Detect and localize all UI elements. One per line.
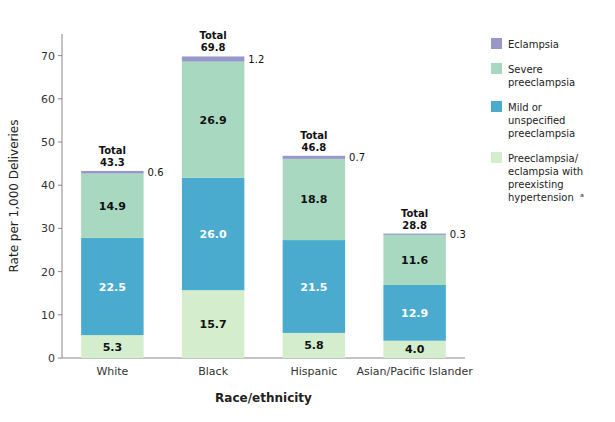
bar-segment [182, 290, 244, 358]
data-label: 4.0 [405, 343, 425, 356]
data-label: 0.7 [349, 152, 365, 163]
bars [81, 56, 446, 358]
bar-segment [283, 333, 345, 358]
data-label: 5.8 [304, 339, 324, 352]
bar-segment [182, 178, 244, 290]
y-axis: 0 10 20 30 40 50 60 70 [41, 34, 62, 365]
y-tick-label: 20 [41, 266, 55, 279]
total-label: Total69.8 [199, 30, 226, 53]
legend-label: Severe preeclampsia [508, 64, 575, 88]
legend-label-line: Eclampsia [508, 39, 559, 50]
data-label: 15.7 [200, 318, 227, 331]
bar-segment [283, 240, 345, 333]
data-label: 11.6 [401, 254, 428, 267]
data-label: 0.3 [450, 229, 466, 240]
y-tick [58, 228, 62, 229]
data-label: 5.3 [103, 341, 123, 354]
data-label: 18.8 [300, 193, 327, 206]
total-label: Total46.8 [300, 130, 327, 153]
legend-label-line: Severe [508, 64, 543, 75]
x-tick-label: Black [198, 365, 228, 378]
y-tick [58, 314, 62, 315]
data-label: 0.6 [148, 167, 164, 178]
legend-label: Mild or unspecified preeclampsia [508, 102, 575, 139]
bar-segment [81, 335, 143, 358]
total-word: Total [401, 208, 428, 219]
total-value: 43.3 [100, 157, 125, 168]
legend-label: Eclampsia [508, 39, 559, 50]
y-tick [58, 55, 62, 56]
legend-swatch [491, 152, 502, 163]
data-labels: 5.3 22.5 14.9 0.6 15.7 26.0 26.9 1.2 5.8 21.5 18.8… [99, 54, 466, 356]
total-label: Total43.3 [99, 145, 126, 168]
bar-segment [182, 56, 244, 61]
legend-swatch [491, 38, 502, 49]
y-tick [58, 185, 62, 186]
y-tick-label: 70 [41, 50, 55, 63]
data-label: 26.0 [200, 228, 227, 241]
data-label: 26.9 [200, 114, 227, 127]
total-value: 46.8 [302, 142, 327, 153]
legend-label-line: preeclampsia [508, 128, 575, 139]
chart: 0 10 20 30 40 50 60 70 Rate per 1,000 Deliveries… [0, 0, 615, 422]
bar-segment [81, 238, 143, 335]
y-tick-label: 0 [48, 352, 55, 365]
x-tick-label: Hispanic [290, 365, 337, 378]
legend-label-line: Mild or [508, 102, 543, 113]
total-word: Total [199, 30, 226, 41]
y-tick-label: 60 [41, 93, 55, 106]
data-label: 1.2 [248, 54, 264, 65]
bar-segment [383, 341, 445, 358]
bar-segment [383, 234, 445, 235]
total-word: Total [99, 145, 126, 156]
y-tick-label: 10 [41, 309, 55, 322]
data-label: 14.9 [99, 200, 126, 213]
y-axis-label: Rate per 1,000 Deliveries [7, 120, 21, 273]
bar-segment [383, 235, 445, 285]
y-tick [58, 358, 62, 359]
bar-segment [283, 156, 345, 159]
y-axis-line [62, 34, 63, 358]
legend-label-line: Preeclampsia/ [508, 153, 579, 164]
x-axis: White Black Hispanic Asian/Pacific Islander [62, 358, 473, 378]
legend-label: Preeclampsia/eclampsia with preexisting hy… [508, 153, 584, 203]
data-label: 21.5 [300, 281, 327, 294]
legend-label-line: preexisting [508, 179, 564, 190]
legend-swatch [491, 63, 502, 74]
x-axis-label: Race/ethnicity [215, 391, 312, 405]
totals: Total43.3Total69.8Total46.8Total28.8 [99, 30, 429, 230]
legend: Eclampsia Severe preeclampsia Mild or unspec… [491, 38, 584, 203]
total-value: 28.8 [402, 220, 427, 231]
legend-label-line: hypertension ᵃ [508, 192, 584, 203]
data-label: 22.5 [99, 281, 126, 294]
legend-label-line: eclampsia with [508, 166, 583, 177]
bar-segment [283, 159, 345, 240]
data-label: 12.9 [401, 307, 428, 320]
total-word: Total [300, 130, 327, 141]
bar-segment [182, 62, 244, 178]
bar-segment [81, 174, 143, 238]
total-label: Total28.8 [401, 208, 428, 231]
y-tick [58, 98, 62, 99]
x-tick-label: Asian/Pacific Islander [357, 365, 474, 378]
y-tick [58, 142, 62, 143]
y-tick-label: 50 [41, 136, 55, 149]
legend-label-line: unspecified [508, 115, 565, 126]
y-tick-label: 40 [41, 179, 55, 192]
legend-swatch [491, 101, 502, 112]
x-tick-label: White [96, 365, 128, 378]
legend-label-line: preeclampsia [508, 77, 575, 88]
bar-segment [383, 285, 445, 341]
bar-segment [81, 171, 143, 174]
y-tick [58, 271, 62, 272]
total-value: 69.8 [201, 42, 226, 53]
y-tick-label: 30 [41, 222, 55, 235]
